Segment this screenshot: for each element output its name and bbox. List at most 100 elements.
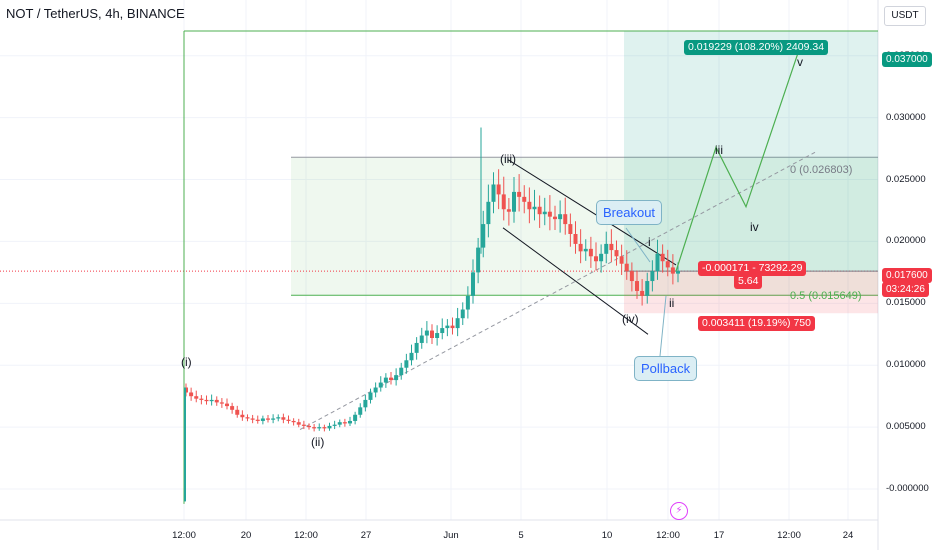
candle-body	[189, 392, 194, 397]
candle-body	[337, 422, 342, 425]
candle-body	[342, 422, 347, 424]
candle-body	[260, 418, 265, 421]
candle-body	[199, 398, 204, 400]
x-tick-label: Jun	[443, 530, 459, 541]
candle-body	[404, 360, 409, 368]
fib-level-0-label: 0 (0.026803)	[790, 164, 853, 176]
candle-body	[481, 224, 486, 248]
x-tick-label: 12:00	[172, 530, 196, 541]
candle-body	[594, 256, 598, 262]
wave-label-i: (i)	[181, 355, 192, 369]
candle-body	[271, 418, 276, 420]
candle-body	[240, 414, 245, 418]
candle-body	[250, 418, 255, 420]
candle-body	[230, 406, 235, 410]
candle-body	[527, 201, 532, 210]
candle-body	[460, 309, 465, 319]
candle-body	[399, 367, 404, 376]
candle-body	[430, 330, 434, 338]
candle-body	[383, 377, 388, 383]
candle-body	[378, 382, 383, 388]
x-tick-label: 24	[842, 530, 854, 541]
candle-body	[522, 196, 527, 202]
projected-wave-path	[675, 46, 801, 272]
candle-body	[501, 194, 506, 210]
candle-body	[414, 342, 419, 353]
candle-body	[317, 427, 322, 429]
x-tick-label: 27	[360, 530, 372, 541]
subwave-label-1: i	[648, 235, 651, 249]
candle-body	[419, 335, 424, 343]
candle-body	[578, 243, 583, 252]
candle-body	[301, 424, 306, 426]
y-tick-label: -0.000000	[886, 483, 929, 495]
candle-body	[660, 253, 665, 262]
candle-body	[450, 325, 455, 329]
lightning-event-icon[interactable]: ⚡	[670, 502, 688, 520]
candle-body	[445, 325, 450, 329]
candle-body	[532, 206, 537, 210]
x-tick-label: 12:00	[294, 530, 318, 541]
candle-body	[209, 399, 214, 402]
candle-body	[291, 420, 296, 423]
candle-body	[517, 191, 522, 197]
candle-body	[424, 330, 429, 336]
breakout-pointer	[625, 227, 651, 263]
x-tick-label: 12:00	[656, 530, 680, 541]
x-tick-label: 5	[518, 530, 524, 541]
pullback-pointer	[659, 295, 667, 357]
candle-body	[624, 263, 629, 272]
candle-body	[465, 295, 470, 310]
wave-label-iii: (iii)	[500, 152, 516, 166]
candle-body	[409, 352, 414, 361]
subwave-label-5: v	[797, 55, 803, 69]
candle-body	[440, 328, 445, 334]
candle-body	[635, 281, 639, 291]
subwave-label-2: ii	[669, 296, 675, 310]
fib-level-05-label: 0.5 (0.015649)	[790, 290, 862, 302]
x-tick-label: 20	[240, 530, 252, 541]
pullback-callout[interactable]: Pollback	[634, 356, 698, 381]
candle-body	[568, 224, 573, 234]
candle-body	[506, 209, 511, 212]
channel-upper	[507, 159, 677, 266]
channel-lower	[502, 227, 649, 335]
candle-body	[496, 184, 501, 195]
candle-body	[332, 424, 337, 426]
candle-body	[204, 399, 209, 402]
candle-body	[394, 375, 399, 381]
subwave-label-4: iv	[750, 220, 759, 234]
candle-body	[542, 211, 547, 215]
y-tick-label: 0.030000	[886, 111, 926, 123]
y-tick-label: 0.020000	[886, 235, 926, 247]
candle-body	[358, 407, 363, 415]
symbol-title[interactable]: NOT / TetherUS, 4h, BINANCE	[6, 6, 185, 21]
candle-body	[665, 261, 670, 268]
currency-button[interactable]: USDT	[884, 6, 926, 26]
candle-body	[363, 399, 368, 408]
breakout-callout[interactable]: Breakout	[596, 200, 663, 225]
ratio-label: 5.64	[734, 274, 763, 289]
candle-body	[214, 399, 219, 403]
candle-body	[650, 271, 655, 282]
candle-body	[486, 201, 491, 225]
candle-body	[553, 216, 557, 220]
x-tick-label: 17	[713, 530, 725, 541]
candle-body	[645, 281, 650, 296]
candle-body	[640, 290, 645, 296]
candle-body	[245, 417, 250, 419]
candle-body	[276, 417, 281, 419]
candle-body	[389, 377, 393, 381]
candle-body	[547, 211, 552, 217]
candle-body	[537, 206, 542, 215]
candle-body	[614, 250, 619, 257]
current-price-label: 0.017600	[882, 268, 932, 283]
candle-body	[476, 247, 481, 273]
candle-body	[491, 184, 496, 202]
candle-body	[322, 427, 327, 429]
candle-body	[512, 191, 516, 212]
candle-body	[629, 271, 634, 282]
candle-body	[348, 420, 352, 424]
